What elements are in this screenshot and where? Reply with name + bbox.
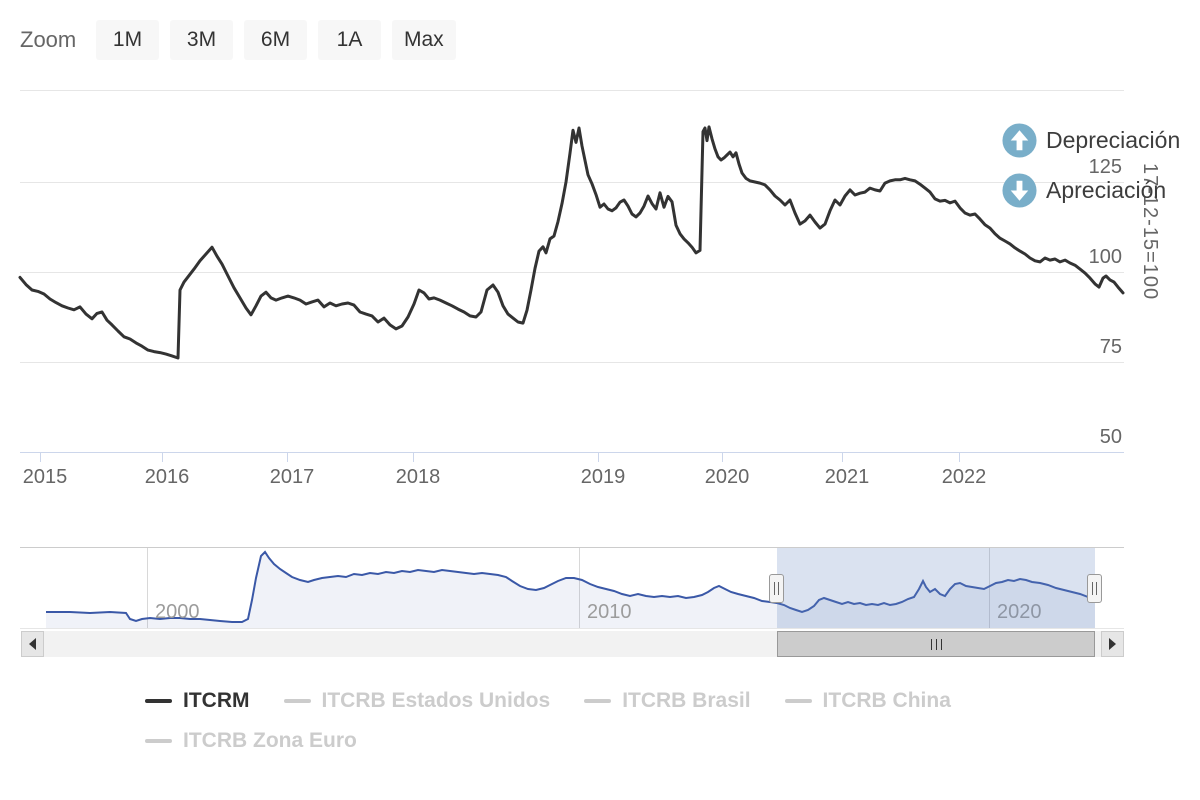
legend-label: ITCRM	[183, 689, 250, 712]
legend-item-itcrb-brasil[interactable]: ITCRB Brasil	[584, 686, 751, 716]
scrollbar-grip-icon	[935, 638, 937, 650]
legend-item-itcrb-zona-euro[interactable]: ITCRB Zona Euro	[145, 726, 357, 756]
right-arrow-icon	[1109, 638, 1116, 650]
navigator-series-line	[46, 550, 1096, 623]
navigator-area	[46, 552, 1095, 628]
legend-label: ITCRB Estados Unidos	[321, 689, 551, 712]
scrollbar-right-button[interactable]	[1101, 631, 1124, 657]
x-axis-label: 2015	[22, 466, 68, 488]
depreciation-label: Depreciación	[1046, 127, 1181, 153]
range-button-1a[interactable]: 1A	[318, 20, 381, 60]
scrollbar-grip-icon	[940, 638, 942, 650]
down-arrow-icon	[1002, 173, 1037, 208]
range-button-1m[interactable]: 1M	[96, 20, 159, 60]
appreciation-label: Apreciación	[1046, 177, 1167, 203]
x-axis-label: 2022	[941, 466, 987, 488]
x-axis-label: 2017	[269, 466, 315, 488]
range-selector: Zoom 1M 3M 6M 1A Max	[20, 20, 467, 60]
y-axis-title: 17-12-15=100	[1139, 163, 1161, 301]
x-axis-label: 2016	[144, 466, 190, 488]
legend-label: ITCRB Brasil	[622, 689, 751, 712]
range-button-3m[interactable]: 3M	[170, 20, 233, 60]
x-axis-label: 2021	[824, 466, 870, 488]
navigator-axis-label: 2010	[587, 601, 632, 623]
itcrm-series-line	[18, 125, 1125, 360]
y-axis-label: 75	[1099, 336, 1122, 358]
legend-label: ITCRB China	[822, 689, 951, 712]
legend: ITCRM ITCRB Estados Unidos ITCRB Brasil ITC…	[145, 686, 1105, 766]
scrollbar-grip-icon	[930, 638, 932, 650]
legend-marker-icon	[784, 699, 812, 703]
range-button-6m[interactable]: 6M	[244, 20, 307, 60]
appreciation-annotation: Apreciación	[1001, 172, 1166, 209]
navigator-handle-right[interactable]	[1087, 574, 1102, 603]
left-arrow-icon	[29, 638, 36, 650]
range-button-max[interactable]: Max	[392, 20, 456, 60]
navigator-axis-label: 2020	[997, 601, 1042, 623]
scrollbar-thumb[interactable]	[777, 631, 1095, 657]
depreciation-annotation: Depreciación	[1001, 122, 1180, 159]
legend-marker-icon	[145, 739, 172, 743]
y-axis-label: 50	[1099, 426, 1122, 448]
navigator-axis-label: 2000	[155, 601, 200, 623]
legend-item-itcrm[interactable]: ITCRM	[145, 686, 250, 716]
legend-marker-icon	[584, 699, 612, 703]
navigator-handle-left[interactable]	[769, 574, 784, 603]
y-axis-label: 125	[1088, 156, 1122, 178]
scrollbar-left-button[interactable]	[21, 631, 44, 657]
x-axis-label: 2019	[580, 466, 626, 488]
x-axis-label: 2020	[704, 466, 750, 488]
legend-label: ITCRB Zona Euro	[183, 729, 357, 752]
legend-marker-icon	[283, 699, 311, 703]
legend-item-itcrb-estados-unidos[interactable]: ITCRB Estados Unidos	[283, 686, 551, 716]
x-axis-label: 2018	[395, 466, 441, 488]
up-arrow-icon	[1002, 123, 1037, 158]
legend-marker-icon	[145, 699, 172, 703]
zoom-label: Zoom	[20, 27, 77, 52]
y-axis-label: 100	[1088, 246, 1122, 268]
navigator-selected-range[interactable]	[777, 548, 1095, 628]
legend-item-itcrb-china[interactable]: ITCRB China	[784, 686, 951, 716]
